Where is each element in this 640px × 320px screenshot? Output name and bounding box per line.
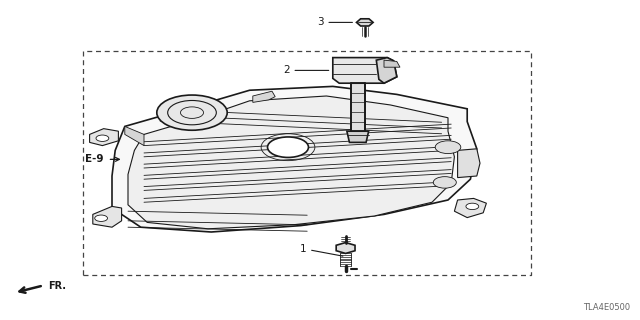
Polygon shape: [90, 129, 118, 146]
Circle shape: [268, 137, 308, 157]
Polygon shape: [125, 126, 144, 146]
Circle shape: [433, 177, 456, 188]
Polygon shape: [253, 91, 275, 102]
Text: E-9: E-9: [86, 154, 104, 164]
Polygon shape: [351, 83, 365, 131]
Text: TLA4E0500: TLA4E0500: [583, 303, 630, 312]
Polygon shape: [376, 58, 397, 83]
Circle shape: [435, 141, 461, 154]
Text: 1: 1: [300, 244, 343, 256]
Polygon shape: [356, 19, 373, 26]
Polygon shape: [128, 96, 454, 229]
Polygon shape: [112, 86, 477, 232]
Circle shape: [95, 215, 108, 221]
Polygon shape: [384, 60, 400, 67]
Polygon shape: [458, 149, 480, 178]
Text: FR.: FR.: [48, 281, 66, 292]
Polygon shape: [93, 206, 122, 227]
Polygon shape: [454, 198, 486, 218]
Circle shape: [96, 135, 109, 141]
Polygon shape: [347, 131, 369, 142]
Polygon shape: [336, 243, 355, 253]
Circle shape: [466, 203, 479, 210]
Text: 2: 2: [283, 65, 329, 76]
Circle shape: [157, 95, 227, 130]
Text: 3: 3: [317, 17, 353, 28]
Polygon shape: [333, 58, 397, 83]
